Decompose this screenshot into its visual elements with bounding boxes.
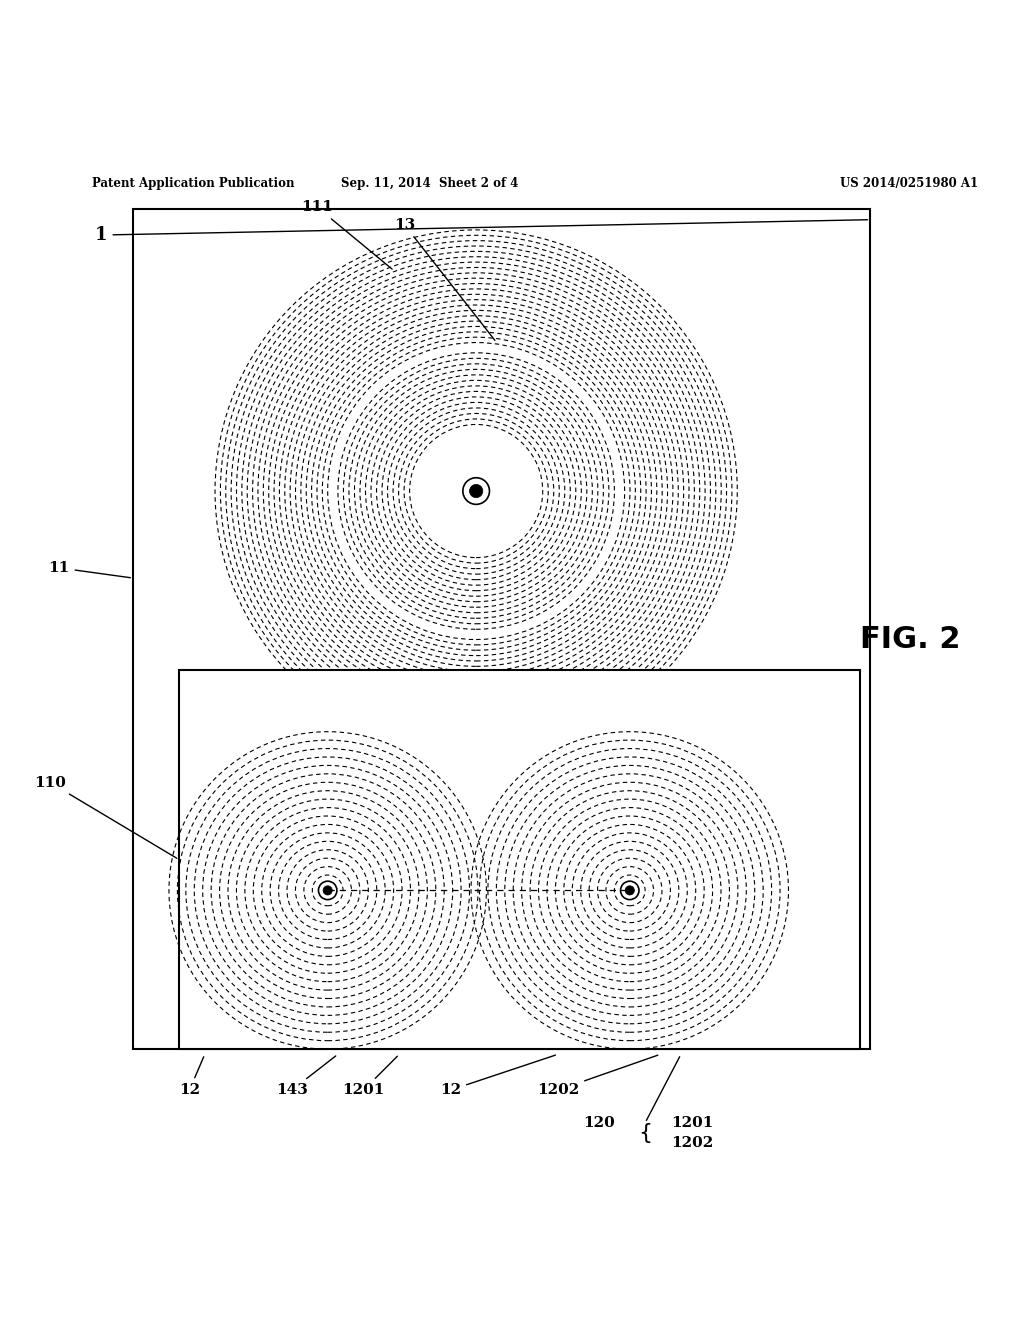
FancyBboxPatch shape <box>179 671 860 1049</box>
Text: 12: 12 <box>440 1055 555 1097</box>
Circle shape <box>621 882 639 900</box>
Text: 1201: 1201 <box>671 1115 713 1130</box>
Text: 110: 110 <box>35 776 177 858</box>
Circle shape <box>324 886 332 895</box>
Circle shape <box>625 886 634 895</box>
Text: {: { <box>638 1123 652 1143</box>
Circle shape <box>318 882 337 900</box>
Text: 12: 12 <box>179 1057 204 1097</box>
Text: 13: 13 <box>394 218 495 341</box>
Circle shape <box>469 484 483 498</box>
Text: Sep. 11, 2014  Sheet 2 of 4: Sep. 11, 2014 Sheet 2 of 4 <box>341 177 519 190</box>
Circle shape <box>463 478 489 504</box>
Text: Patent Application Publication: Patent Application Publication <box>92 177 295 190</box>
Text: 11: 11 <box>48 561 130 578</box>
Text: 143: 143 <box>275 1056 336 1097</box>
Text: 1202: 1202 <box>671 1137 713 1150</box>
FancyBboxPatch shape <box>133 210 870 1049</box>
Text: FIG. 2: FIG. 2 <box>860 626 961 653</box>
Text: US 2014/0251980 A1: US 2014/0251980 A1 <box>840 177 978 190</box>
Text: 120: 120 <box>583 1115 615 1130</box>
Text: 111: 111 <box>301 201 392 269</box>
Text: 1202: 1202 <box>537 1055 657 1097</box>
Text: 1: 1 <box>95 219 867 244</box>
Text: 1201: 1201 <box>342 1056 397 1097</box>
